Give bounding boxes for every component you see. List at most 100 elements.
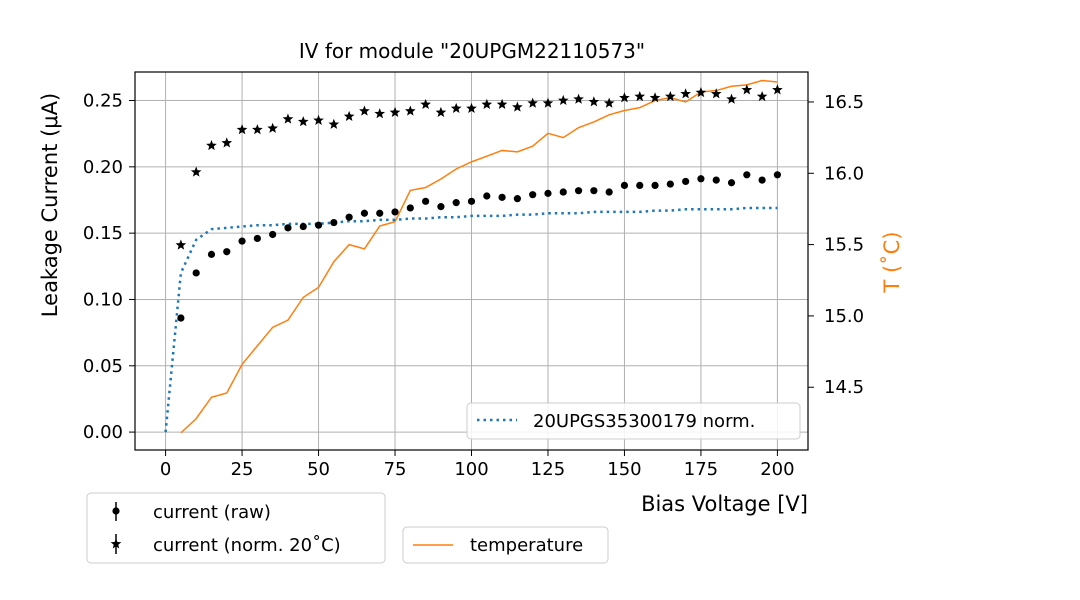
y-tick-label: 0.15 — [83, 223, 123, 244]
normalized-current-point — [603, 97, 615, 108]
normalized-current-point — [726, 93, 737, 104]
raw-current-point — [513, 195, 521, 203]
raw-current-point — [544, 189, 552, 197]
legend-reference-label: 20UPGS35300179 norm. — [533, 411, 755, 432]
legend-current: current (raw) current (norm. 20˚C) — [86, 492, 386, 564]
y-tick-label: 0.25 — [83, 91, 123, 112]
raw-current-point — [452, 199, 460, 207]
raw-current-point — [437, 203, 445, 211]
y-tick-label: 0.05 — [83, 356, 123, 377]
raw-current-point — [666, 180, 674, 188]
normalized-current-point — [588, 96, 600, 107]
grid-lines — [135, 72, 808, 450]
normalized-current-point — [695, 86, 707, 98]
raw-current-point — [483, 192, 491, 200]
temperature-series — [180, 79, 778, 434]
normalized-current-point — [619, 92, 630, 103]
normalized-current-point — [221, 137, 233, 148]
raw-current-point — [345, 213, 353, 221]
normalized-current-point — [252, 124, 263, 135]
x-tick-label: 0 — [160, 459, 171, 480]
raw-current-series — [177, 171, 782, 322]
normalized-current-series — [175, 84, 783, 250]
normalized-current-point — [190, 166, 202, 177]
normalized-current-point — [404, 105, 416, 116]
normalized-current-point — [542, 97, 554, 108]
normalized-current-point — [634, 90, 646, 102]
normalized-current-point — [175, 239, 187, 250]
y-tick-label: 0.10 — [83, 289, 123, 310]
x-tick-label: 200 — [760, 459, 794, 480]
raw-current-point — [284, 224, 292, 232]
y2-axis-label: T (˚C) — [880, 231, 904, 293]
y-axis-ticks: 0.00 0.05 0.10 0.15 0.20 0.25 — [83, 91, 135, 443]
normalized-current-point — [665, 90, 676, 102]
legend-reference: 20UPGS35300179 norm. — [466, 402, 801, 440]
normalized-current-point — [450, 102, 462, 113]
reference-line — [164, 206, 778, 433]
legend-norm-label: current (norm. 20˚C) — [153, 535, 341, 556]
raw-current-point — [192, 269, 200, 277]
legend-norm-swatch — [110, 534, 122, 554]
raw-current-point — [253, 234, 261, 243]
normalized-current-point — [680, 88, 691, 99]
y2-tick-label: 15.5 — [824, 235, 864, 256]
normalized-current-point — [435, 106, 447, 117]
raw-current-point — [269, 230, 277, 239]
x-tick-label: 25 — [231, 459, 254, 480]
reference-series — [164, 206, 778, 433]
normalized-current-point — [573, 93, 584, 104]
raw-current-point — [238, 237, 246, 245]
normalized-current-point — [756, 90, 768, 102]
raw-current-point — [758, 176, 766, 184]
raw-current-point — [636, 181, 644, 189]
x-tick-label: 75 — [384, 459, 407, 480]
y2-tick-label: 14.5 — [824, 377, 864, 398]
raw-current-point — [207, 250, 216, 258]
raw-current-point — [651, 181, 659, 189]
raw-current-point — [697, 175, 705, 183]
raw-current-point — [223, 248, 231, 256]
x-tick-label: 150 — [607, 459, 641, 480]
x-tick-label: 100 — [454, 459, 488, 480]
normalized-current-point — [206, 140, 217, 151]
legend-raw-swatch — [112, 502, 120, 521]
raw-current-point — [299, 222, 307, 231]
normalized-current-point — [359, 105, 370, 116]
raw-current-point — [727, 179, 736, 187]
normalized-current-point — [527, 97, 539, 108]
normalized-current-point — [374, 108, 386, 119]
normalized-current-point — [343, 110, 355, 121]
normalized-current-point — [481, 98, 493, 110]
normalized-current-point — [282, 113, 294, 124]
raw-current-point — [620, 181, 629, 189]
normalized-current-point — [710, 88, 722, 99]
raw-current-point — [391, 208, 399, 216]
raw-current-point — [376, 209, 384, 217]
normalized-current-point — [496, 98, 508, 110]
y-tick-label: 0.00 — [83, 422, 123, 443]
raw-current-point — [743, 171, 751, 179]
raw-current-point — [314, 221, 323, 229]
temperature-line — [180, 79, 778, 434]
raw-current-point — [467, 197, 476, 205]
y2-tick-label: 16.5 — [824, 92, 864, 113]
raw-current-point — [330, 218, 338, 227]
x-tick-label: 50 — [307, 459, 330, 480]
normalized-current-point — [512, 101, 523, 112]
legend-raw-label: current (raw) — [153, 502, 271, 523]
normalized-current-point — [236, 124, 248, 135]
raw-current-point — [773, 171, 782, 179]
normalized-current-point — [389, 106, 401, 117]
raw-current-point — [360, 209, 369, 217]
legend-temperature-label: temperature — [470, 535, 583, 556]
raw-current-point — [590, 187, 598, 195]
legend-temperature: temperature — [402, 526, 609, 564]
y-axis-label: Leakage Current (μA) — [38, 93, 62, 317]
x-axis-label: Bias Voltage [V] — [641, 492, 808, 516]
raw-current-point — [682, 177, 690, 186]
raw-current-point — [574, 187, 583, 195]
y2-tick-label: 15.0 — [824, 306, 864, 327]
raw-current-point — [406, 204, 414, 212]
normalized-current-point — [420, 98, 431, 110]
